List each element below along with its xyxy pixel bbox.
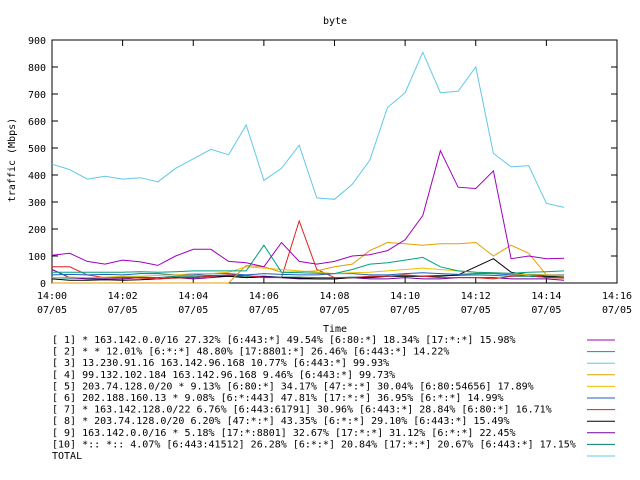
series-line-2 <box>52 244 565 275</box>
legend: [ 1] * 163.142.0.0/16 27.32% [6:443:*] 4… <box>52 335 615 462</box>
legend-label: [ 2] * * 12.01% [6:*:*] 48.80% [17:8801:… <box>52 347 449 358</box>
chart-title: byte <box>323 16 347 27</box>
legend-label: [ 8] * 203.74.128.0/20 6.20% [47:*:*] 43… <box>52 416 510 427</box>
x-tick-label-time: 14:16 <box>602 291 632 302</box>
x-tick-label-date: 07/05 <box>461 305 491 316</box>
x-tick-label-time: 14:10 <box>390 291 420 302</box>
x-tick-label-date: 07/05 <box>249 305 279 316</box>
x-tick-label-time: 14:00 <box>37 291 67 302</box>
x-tick-label-date: 07/05 <box>37 305 67 316</box>
legend-label: [ 1] * 163.142.0.0/16 27.32% [6:443:*] 4… <box>52 335 516 346</box>
y-tick-label: 100 <box>28 252 46 263</box>
y-tick-label: 500 <box>28 144 46 155</box>
x-axis-label: Time <box>323 324 347 335</box>
y-tick-label: 200 <box>28 225 46 236</box>
legend-label: [10] *:: *:: 4.07% [6:443:41512] 26.28% … <box>52 439 576 450</box>
y-tick-label: 600 <box>28 117 46 128</box>
legend-label: [ 4] 99.132.102.184 163.142.96.168 9.46%… <box>52 370 395 381</box>
x-tick-label-date: 07/05 <box>178 305 208 316</box>
series-line-1 <box>51 149 565 268</box>
legend-label: [ 6] 202.188.160.13 * 9.08% [6:*:443] 47… <box>52 393 504 404</box>
x-tick-label-time: 14:06 <box>249 291 279 302</box>
series-line-10 <box>51 274 564 279</box>
legend-label: [ 7] * 163.142.128.0/22 6.76% [6:443:617… <box>52 405 552 416</box>
plot-frame <box>51 39 618 284</box>
series-line-4 <box>52 241 565 284</box>
x-tick-label-time: 14:02 <box>108 291 138 302</box>
x-tick-label-date: 07/05 <box>108 305 138 316</box>
x-tick-label-date: 07/05 <box>531 305 561 316</box>
series-layer <box>51 50 565 284</box>
x-axis: 14:00 07/05 14:02 07/05 14:04 07/05 14:06 07/05… <box>37 40 632 316</box>
legend-label: [ 3] 13.230.91.16 163.142.96.168 10.77% … <box>52 358 389 369</box>
x-tick-label-date: 07/05 <box>602 305 632 316</box>
series-line-7 <box>52 219 565 280</box>
x-tick-label-time: 14:14 <box>531 291 561 302</box>
x-tick-label-date: 07/05 <box>319 305 349 316</box>
series-line-8 <box>51 258 564 281</box>
series-line-3 <box>51 50 565 208</box>
series-line-6 <box>51 272 564 276</box>
legend-label: [ 5] 203.74.128.0/20 * 9.13% [6:80:*] 34… <box>52 381 534 392</box>
y-axis-label: traffic (Mbps) <box>7 118 18 202</box>
y-tick-label: 0 <box>40 279 46 290</box>
x-tick-label-date: 07/05 <box>390 305 420 316</box>
x-tick-label-time: 14:12 <box>461 291 491 302</box>
x-tick-label-time: 14:04 <box>178 291 208 302</box>
y-axis: 0 100 200 300 400 500 600 700 800 900 <box>28 36 617 290</box>
y-tick-label: 400 <box>28 171 46 182</box>
x-tick-label-time: 14:08 <box>319 291 349 302</box>
legend-label: TOTAL <box>52 451 82 462</box>
y-tick-label: 900 <box>28 36 46 47</box>
y-tick-label: 300 <box>28 198 46 209</box>
y-tick-label: 700 <box>28 90 46 101</box>
legend-label: [ 9] 163.142.0.0/16 * 5.18% [17:*:8801] … <box>52 428 516 439</box>
y-tick-label: 800 <box>28 63 46 74</box>
